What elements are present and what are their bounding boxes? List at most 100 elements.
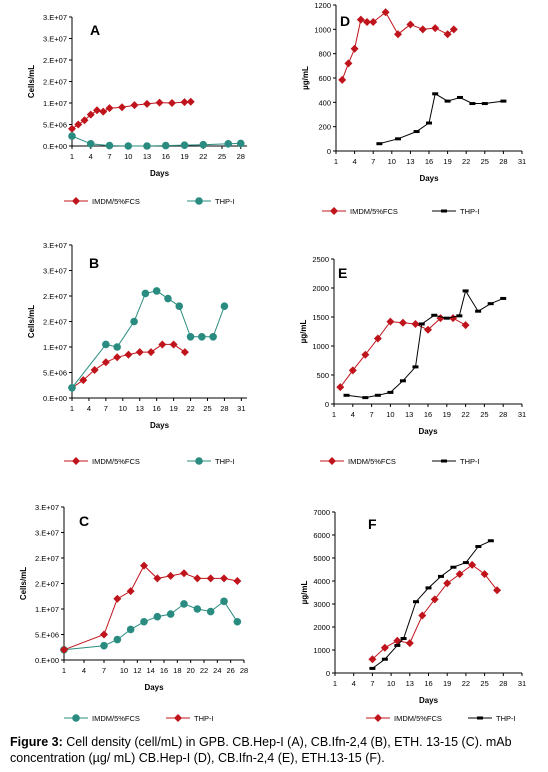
x-tick-label: 22 — [199, 152, 207, 161]
x-tick-label: 22 — [462, 679, 470, 688]
legend-marker — [328, 457, 336, 465]
data-point — [180, 569, 188, 578]
data-point — [456, 314, 463, 318]
y-tick-label: 1.E+07 — [43, 99, 67, 108]
data-point — [198, 333, 206, 341]
series-thp-i — [60, 561, 242, 654]
x-tick-label: 19 — [169, 404, 177, 413]
data-point — [220, 302, 229, 311]
data-point — [140, 617, 148, 626]
y-tick-label: 2500 — [312, 255, 329, 264]
y-tick-label: 5.E+06 — [43, 121, 67, 130]
x-tick-label: 28 — [499, 679, 507, 688]
data-point — [406, 20, 415, 29]
x-tick-label: 13 — [406, 157, 414, 166]
data-point — [180, 348, 189, 357]
x-axis-title: Days — [418, 427, 438, 436]
data-point — [60, 645, 68, 654]
x-tick-label: 20 — [186, 666, 194, 675]
data-point — [135, 348, 144, 357]
x-tick-label: 16 — [153, 404, 161, 413]
legend-label: IMDM/5%FCS — [350, 207, 398, 216]
data-point — [373, 334, 382, 343]
data-point — [126, 625, 135, 634]
y-axis-title: Cells/mL — [27, 65, 36, 98]
data-point — [168, 99, 176, 107]
x-tick-label: 25 — [203, 404, 211, 413]
x-tick-label: 1 — [332, 410, 336, 419]
series-line — [339, 317, 466, 388]
data-point — [493, 586, 502, 595]
data-point — [487, 539, 494, 543]
data-point — [124, 142, 133, 150]
y-tick-label: 600 — [318, 74, 331, 83]
x-tick-label: 7 — [370, 679, 374, 688]
data-point — [363, 18, 371, 27]
legend-marker — [72, 457, 80, 465]
chart-panel-a: 0.E+00 5.E+06 1.E+07 2.E+07 2.E+07 3.E+07 3.E+… — [27, 13, 247, 206]
data-point — [369, 666, 376, 670]
data-point — [413, 130, 420, 134]
series-imdm-5-fcs — [336, 314, 470, 392]
data-point — [153, 612, 162, 621]
data-point — [398, 318, 407, 327]
data-point — [424, 325, 432, 334]
x-tick-label: 22 — [200, 666, 208, 675]
data-point — [113, 594, 122, 603]
series-line — [71, 135, 241, 147]
data-point — [206, 574, 215, 583]
legend-label: THP-I — [215, 197, 235, 206]
data-point — [236, 139, 245, 148]
data-point — [418, 25, 427, 34]
x-tick-label: 28 — [499, 410, 507, 419]
data-point — [425, 586, 432, 590]
legend-label: IMDM/5%FCS — [92, 197, 140, 206]
data-point — [209, 333, 217, 341]
x-tick-label: 10 — [387, 679, 395, 688]
series-thp-i — [343, 289, 507, 400]
x-axis-title: Days — [150, 169, 170, 178]
y-tick-label: 0.E+00 — [35, 656, 59, 665]
y-tick-label: 0.E+00 — [43, 142, 67, 151]
legend-label: THP-I — [496, 714, 516, 723]
legend-label: THP-I — [194, 714, 214, 723]
data-point — [457, 95, 463, 99]
y-tick-label: 400 — [318, 98, 331, 107]
legend-marker — [195, 197, 203, 205]
y-tick-label: 2.E+07 — [35, 580, 59, 589]
data-point — [481, 102, 488, 106]
y-tick-label: 0 — [325, 400, 329, 409]
data-point — [180, 98, 189, 107]
data-point — [141, 289, 150, 298]
x-tick-label: 7 — [102, 666, 106, 675]
x-tick-label: 13 — [405, 410, 413, 419]
x-tick-label: 1 — [334, 157, 338, 166]
data-point — [455, 570, 464, 579]
data-point — [180, 600, 188, 608]
x-tick-label: 7 — [371, 157, 375, 166]
legend-label: IMDM/5%FCS — [92, 457, 140, 466]
x-tick-label: 1 — [62, 666, 66, 675]
data-point — [418, 611, 427, 620]
y-tick-label: 6000 — [313, 531, 330, 540]
y-tick-label: 1200 — [314, 1, 331, 10]
series-imdm-5-fcs — [60, 597, 242, 654]
legend-marker — [72, 714, 80, 722]
series-thp-i — [376, 92, 507, 146]
series-thp-i — [68, 132, 245, 150]
data-point — [362, 396, 369, 400]
data-point — [431, 313, 438, 317]
data-point — [449, 314, 458, 323]
legend-marker — [174, 714, 182, 722]
data-point — [193, 605, 202, 613]
y-tick-label: 2000 — [313, 623, 330, 632]
chart-panel-d: 0 200 400 600 800 1000 1200 1 4 7 10 13 16 19 22 25 28 31… — [301, 1, 526, 216]
y-tick-label: 0 — [326, 669, 330, 678]
data-point — [166, 610, 175, 618]
data-point — [350, 44, 359, 53]
data-point — [395, 137, 401, 141]
x-tick-label: 13 — [406, 679, 414, 688]
series-thp-i — [369, 539, 494, 670]
data-point — [206, 607, 215, 616]
